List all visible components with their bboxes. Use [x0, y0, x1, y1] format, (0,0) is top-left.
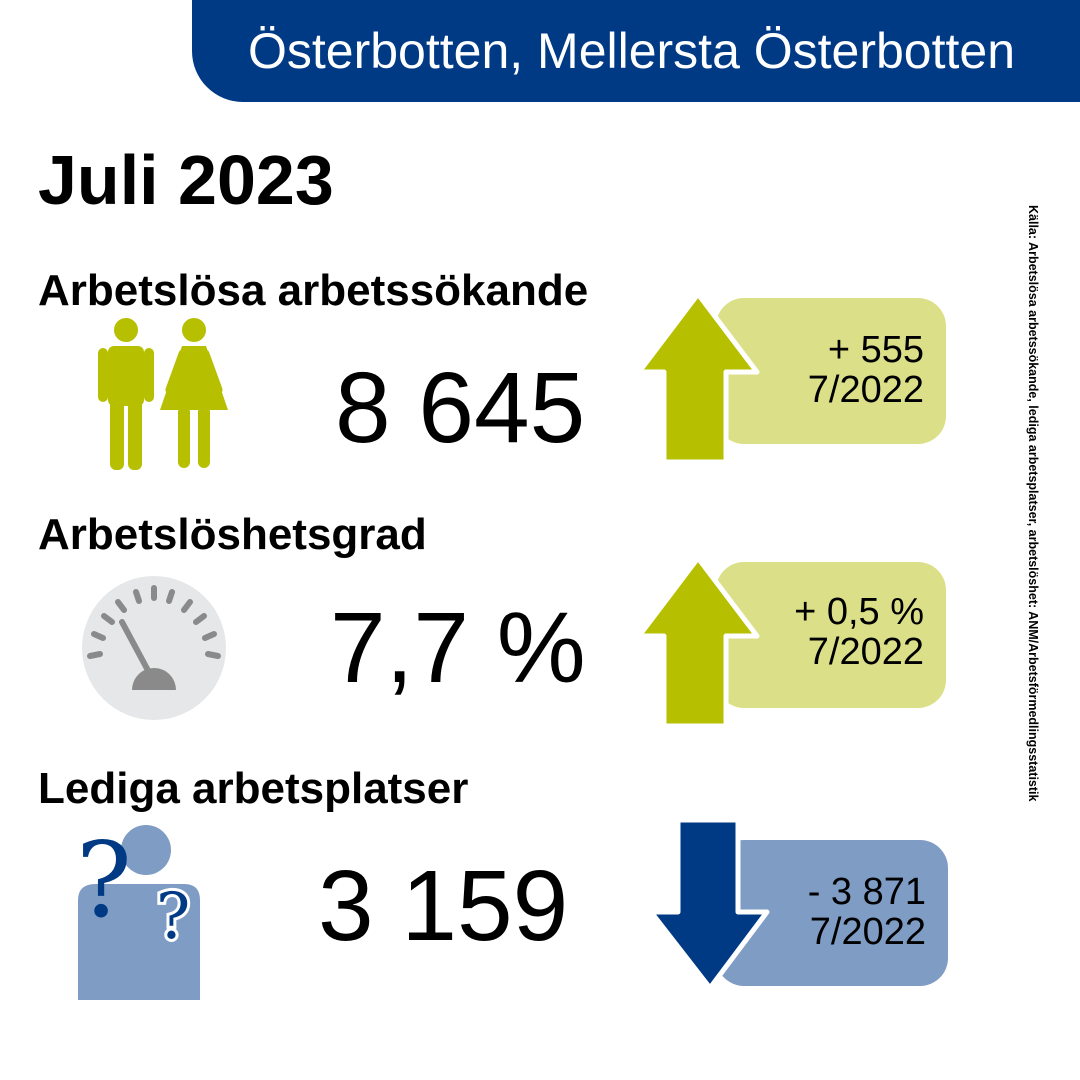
change-value-unemployed: + 555 — [827, 329, 924, 371]
change-value-unemployment-rate: + 0,5 % — [794, 591, 924, 633]
change-value-vacancies: - 3 871 — [807, 871, 926, 913]
compare-period-unemployment-rate: 7/2022 — [807, 631, 924, 673]
compare-period-vacancies: 7/2022 — [809, 911, 926, 953]
heading-vacancies: Lediga arbetsplatser — [38, 764, 469, 813]
svg-text:?: ? — [156, 880, 190, 954]
change-box-unemployment-rate: + 0,5 % 7/2022 — [716, 562, 946, 708]
source-text: Källa: Arbetslösa arbetssökande, lediga … — [1026, 205, 1040, 802]
region-banner: Österbotten, Mellersta Österbotten — [192, 0, 1080, 102]
arrow-up-icon — [636, 556, 760, 729]
vacancies-value: 3 159 — [318, 850, 569, 962]
arrow-up-icon — [636, 292, 760, 465]
gauge-icon — [82, 576, 226, 720]
heading-unemployed: Arbetslösa arbetssökande — [38, 266, 589, 315]
compare-period-unemployed: 7/2022 — [807, 369, 924, 411]
unemployed-value: 8 645 — [335, 352, 586, 464]
svg-text:?: ? — [76, 819, 132, 941]
heading-unemployment-rate: Arbetslöshetsgrad — [38, 510, 427, 559]
svg-text:?: ? — [156, 880, 190, 954]
period-title: Juli 2023 — [38, 141, 334, 219]
source-note: Källa: Arbetslösa arbetssökande, lediga … — [1018, 205, 1040, 985]
unemployment-rate-value: 7,7 % — [330, 592, 586, 704]
people-icon — [98, 318, 228, 470]
region-title: Österbotten, Mellersta Österbotten — [248, 23, 1016, 79]
arrow-down-icon — [648, 817, 770, 991]
question-person-icon: ? ? ? — [76, 819, 200, 1000]
